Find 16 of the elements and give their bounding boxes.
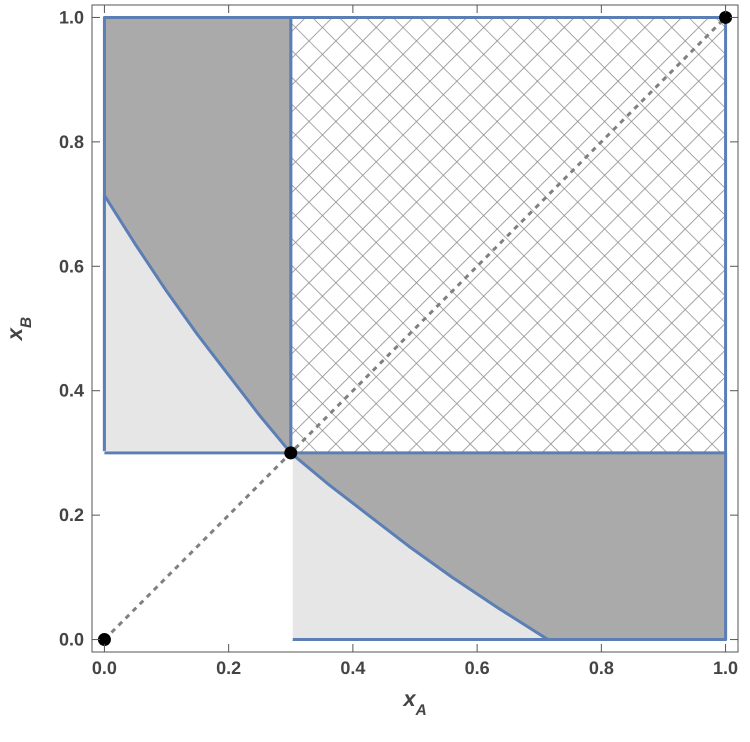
point	[98, 633, 111, 646]
x-tick-label: 0.4	[340, 658, 366, 678]
x-tick-label: 0.0	[92, 658, 117, 678]
x-axis-title: x$_{A}$	[402, 686, 427, 718]
point	[284, 446, 298, 460]
x-tick-label: 0.2	[216, 658, 242, 678]
y-tick-label: 0.0	[58, 630, 84, 650]
x-tick-label: 1.0	[713, 658, 738, 678]
y-tick-label: 1.0	[58, 7, 84, 28]
y-tick-label: 0.8	[58, 132, 84, 152]
x-tick-label: 0.8	[588, 658, 614, 678]
x-tick-label: 0.6	[464, 658, 490, 678]
y-tick-label: 0.6	[58, 256, 84, 276]
y-tick-label: 0.4	[58, 380, 84, 401]
point	[719, 10, 732, 24]
y-tick-label: 0.2	[58, 505, 84, 526]
